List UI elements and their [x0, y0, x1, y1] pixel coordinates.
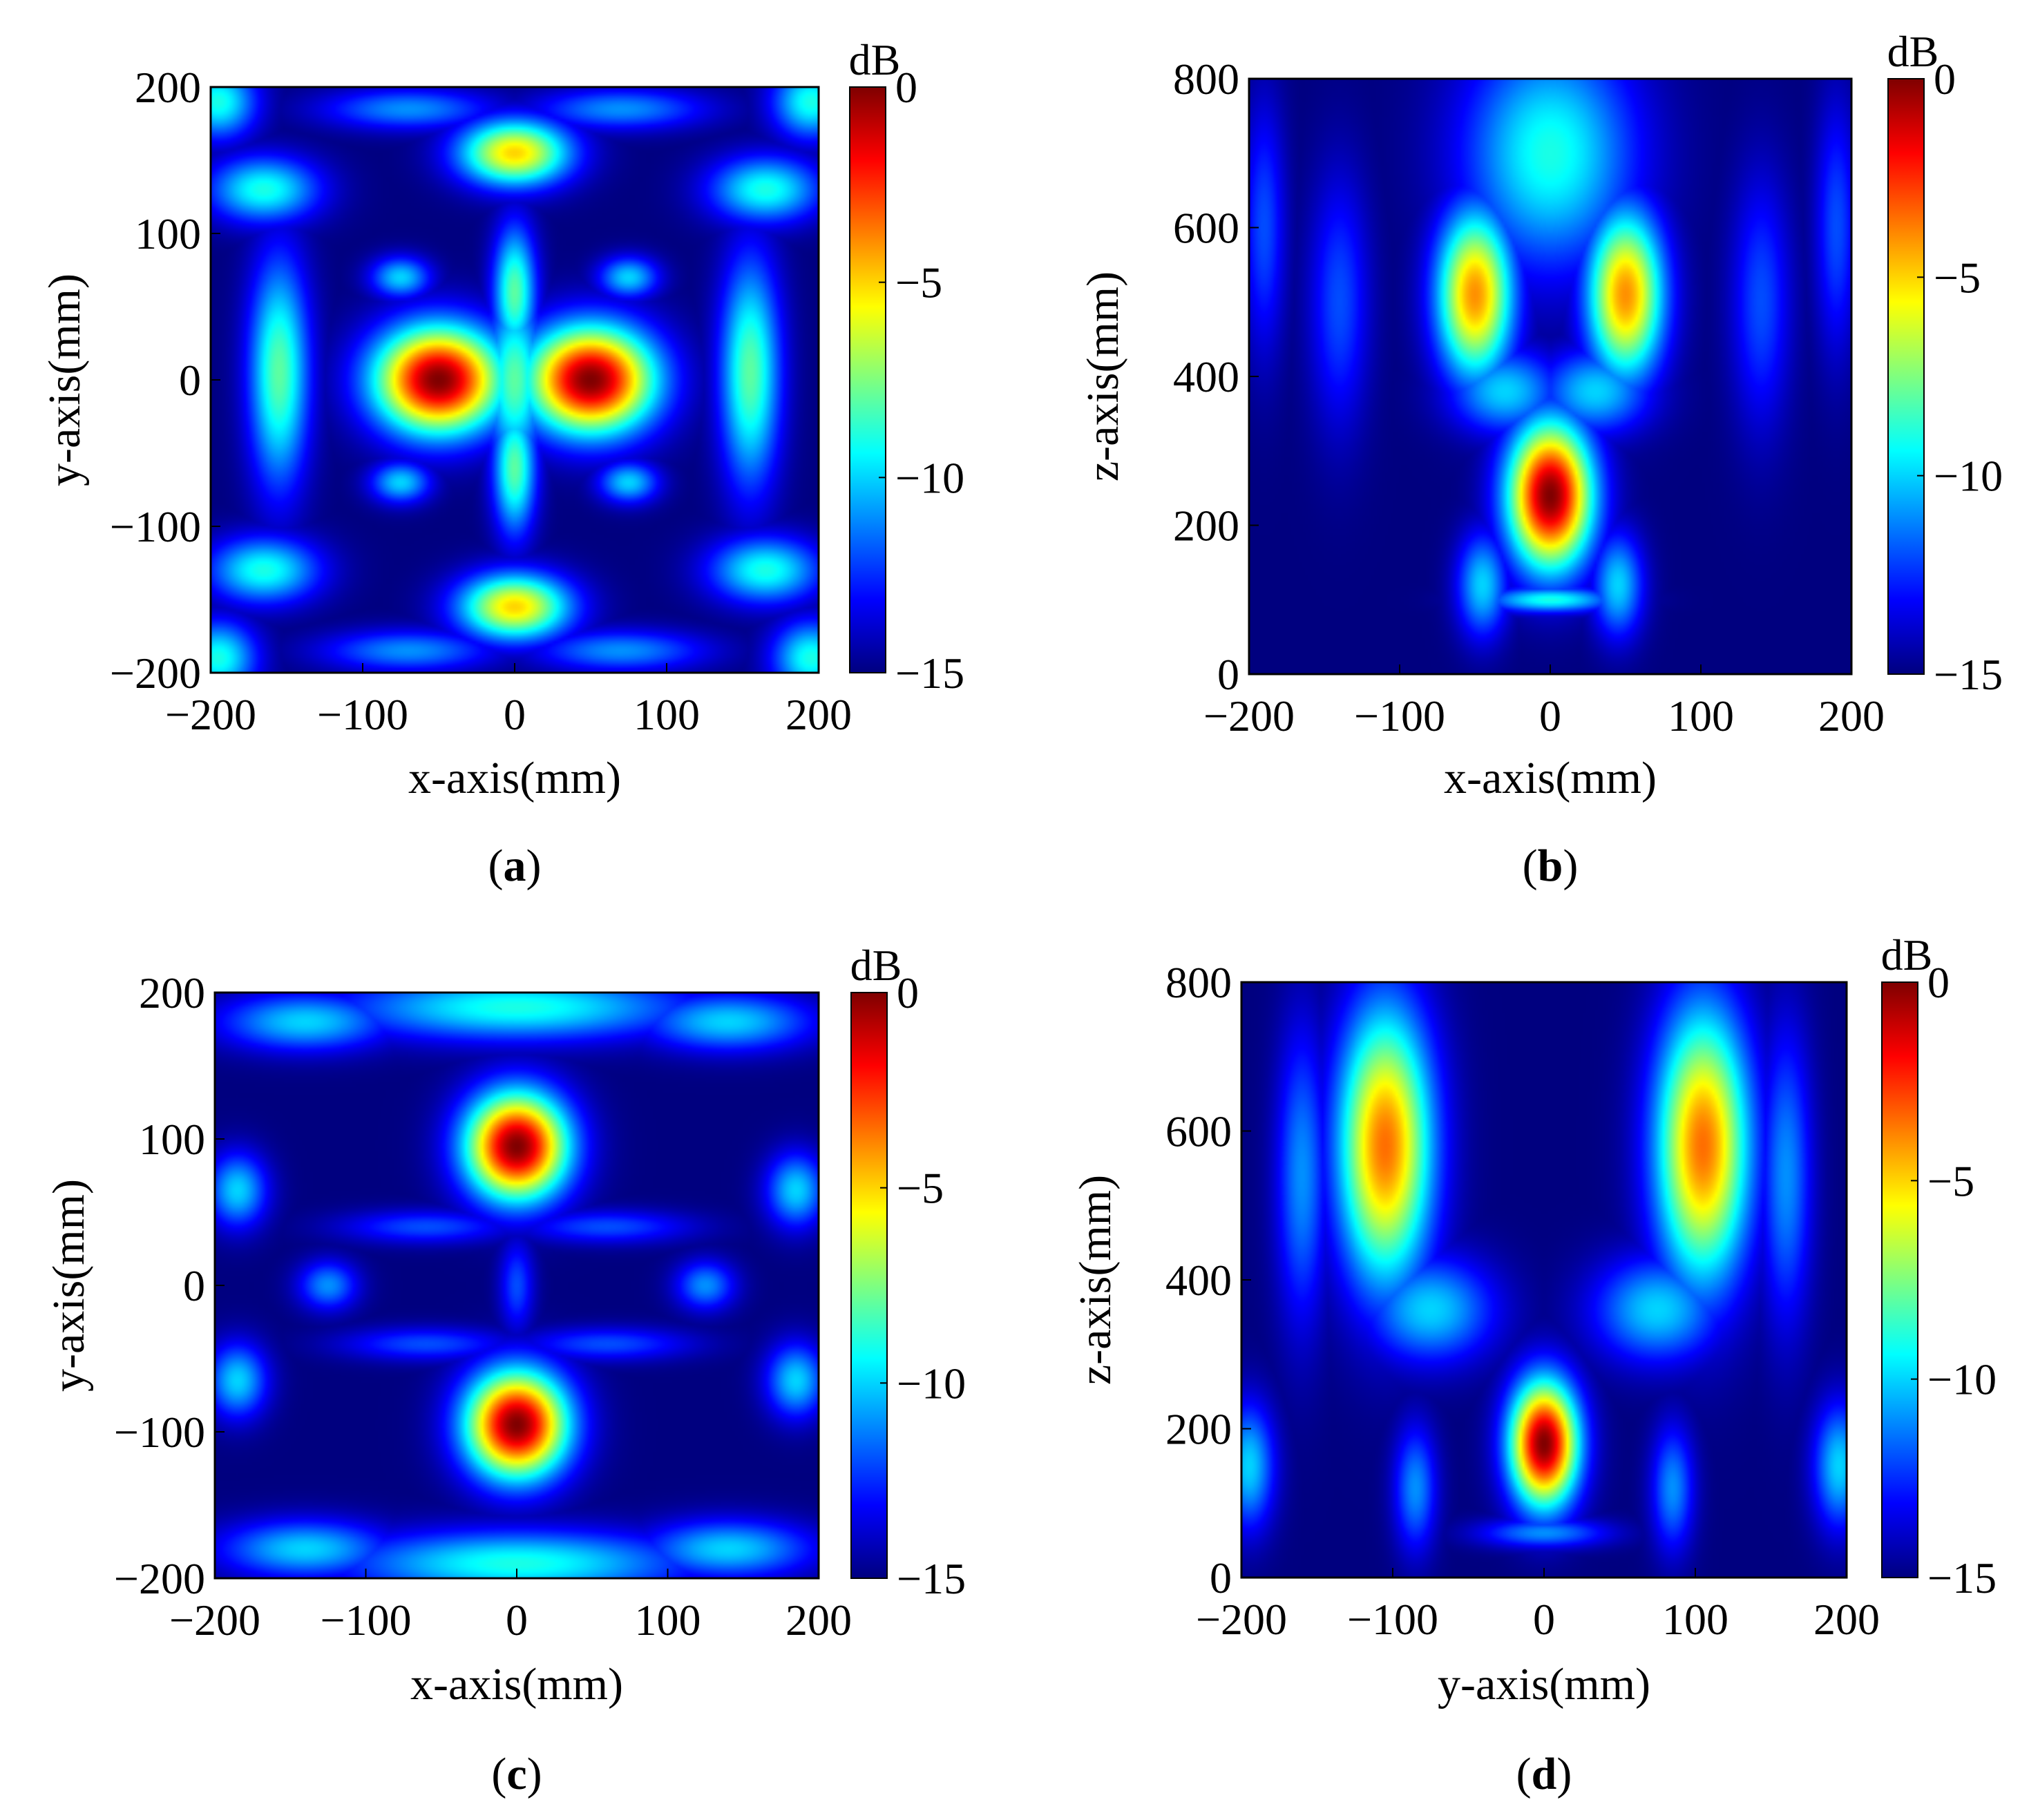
- y-tick-label: −200: [114, 1554, 205, 1603]
- heatmap-image: [1241, 982, 1847, 1578]
- y-tick-label: 200: [139, 968, 205, 1017]
- y-axis-label: y-axis(mm): [39, 274, 90, 486]
- colorbar-label: dB: [849, 35, 901, 84]
- x-tick-label: −200: [169, 1596, 260, 1645]
- x-tick-label: 200: [785, 1596, 852, 1645]
- x-tick-label: −200: [165, 690, 256, 739]
- y-tick-label: 200: [135, 63, 201, 112]
- x-tick-label: −100: [1354, 691, 1445, 740]
- panel-a: −200 −100 0 100 200−200−1000100200x-axis(mm)…: [39, 35, 964, 891]
- y-tick-label: 600: [1173, 204, 1239, 253]
- panel-c: −200 −100 0 100 200−200−1000100200x-axis(mm)…: [44, 941, 966, 1799]
- x-tick-label: 100: [635, 1596, 701, 1645]
- x-tick-label: 200: [785, 690, 852, 739]
- y-tick-label: 400: [1165, 1256, 1232, 1305]
- x-tick-label: 0: [1533, 1595, 1555, 1644]
- y-tick-label: 200: [1165, 1405, 1232, 1454]
- colorbar-tick-label: −5: [1934, 253, 1981, 302]
- y-tick-label: 0: [183, 1261, 205, 1310]
- heatmap-image: [1249, 79, 1851, 674]
- panel-d: −200 −100 0 100 2000200400600800y-axis(mm)z-…: [1070, 930, 1997, 1799]
- y-axis-label: y-axis(mm): [44, 1179, 94, 1392]
- colorbar: [850, 992, 888, 1579]
- x-tick-label: 200: [1818, 691, 1885, 740]
- x-tick-label: −100: [317, 690, 408, 739]
- colorbar-tick-label: 0: [895, 63, 917, 112]
- panel-label: (a): [488, 841, 542, 891]
- panel-label: (d): [1516, 1749, 1572, 1799]
- y-tick-label: 0: [1210, 1553, 1232, 1602]
- y-tick-label: 200: [1173, 501, 1239, 550]
- x-tick-label: 0: [1539, 691, 1561, 740]
- colorbar-tick-label: 0: [1927, 958, 1950, 1007]
- y-tick-label: 800: [1165, 958, 1232, 1007]
- heatmap-image: [211, 87, 819, 673]
- x-tick-label: 100: [1662, 1595, 1728, 1644]
- colorbar-tick-label: −5: [1927, 1156, 1974, 1205]
- x-axis-label: x-axis(mm): [410, 1659, 623, 1709]
- colorbar: [1881, 981, 1918, 1578]
- colorbar-tick-label: −15: [1934, 650, 2003, 699]
- y-tick-label: 600: [1165, 1107, 1232, 1156]
- colorbar-label: dB: [850, 941, 902, 990]
- colorbar-tick-label: 0: [897, 968, 919, 1017]
- colorbar: [849, 86, 886, 673]
- x-tick-label: 100: [1668, 691, 1734, 740]
- colorbar-tick-label: −15: [897, 1554, 966, 1603]
- y-tick-label: 0: [1217, 650, 1239, 699]
- x-tick-label: −100: [320, 1596, 411, 1645]
- y-tick-label: 100: [135, 209, 201, 258]
- x-tick-label: 0: [504, 690, 526, 739]
- y-tick-label: 400: [1173, 352, 1239, 401]
- y-tick-label: −200: [110, 649, 201, 698]
- x-tick-label: 200: [1813, 1595, 1880, 1644]
- y-tick-label: 100: [139, 1115, 205, 1164]
- y-tick-label: −100: [114, 1408, 205, 1457]
- colorbar-tick-label: −10: [1934, 452, 2003, 501]
- colorbar-tick-label: −15: [895, 649, 964, 698]
- y-axis-label: z-axis(mm): [1070, 1175, 1121, 1385]
- colorbar-tick-label: −5: [897, 1164, 944, 1213]
- colorbar-tick-label: −5: [895, 258, 942, 307]
- x-tick-label: 100: [634, 690, 700, 739]
- x-tick-label: −200: [1196, 1595, 1287, 1644]
- x-axis-label: x-axis(mm): [408, 753, 621, 803]
- x-axis-label: y-axis(mm): [1438, 1659, 1650, 1709]
- y-tick-label: 0: [179, 356, 201, 405]
- colorbar-tick-label: −10: [897, 1359, 966, 1408]
- x-tick-label: −200: [1203, 691, 1295, 740]
- x-tick-label: −100: [1347, 1595, 1438, 1644]
- x-tick-label: 0: [506, 1596, 528, 1645]
- colorbar-label: dB: [1881, 930, 1933, 979]
- colorbar: [1887, 78, 1925, 675]
- colorbar-tick-label: −10: [1927, 1355, 1997, 1404]
- colorbar-tick-label: 0: [1934, 55, 1956, 104]
- heatmap-image: [215, 993, 819, 1578]
- colorbar-label: dB: [1887, 27, 1939, 76]
- panel-b: −200 −100 0 100 2000200400600800x-axis(mm)z-…: [1078, 27, 2003, 891]
- y-tick-label: 800: [1173, 55, 1239, 104]
- y-axis-label: z-axis(mm): [1078, 271, 1128, 481]
- panel-label: (c): [491, 1749, 542, 1799]
- y-tick-label: −100: [110, 502, 201, 551]
- x-axis-label: x-axis(mm): [1444, 753, 1657, 803]
- panel-label: (b): [1523, 841, 1579, 891]
- colorbar-tick-label: −10: [895, 453, 964, 502]
- colorbar-tick-label: −15: [1927, 1553, 1997, 1602]
